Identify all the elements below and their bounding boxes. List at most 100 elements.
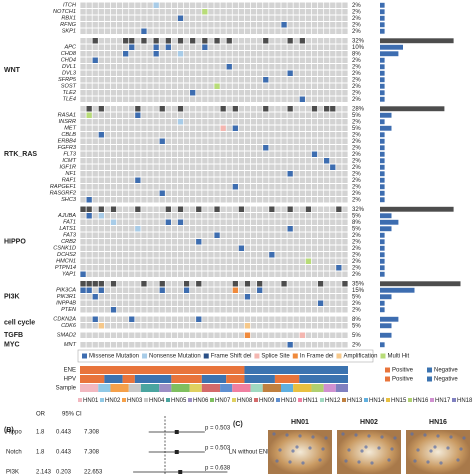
cell-bg <box>293 177 299 183</box>
cell-bg <box>104 245 111 251</box>
cell-bg <box>202 138 208 144</box>
cell-bg <box>287 184 293 190</box>
odds-ratio: 1.8 <box>36 450 45 456</box>
alteration <box>80 281 86 287</box>
cell-bg <box>293 64 299 70</box>
cell-bg <box>159 70 165 76</box>
cell-bg <box>116 294 123 300</box>
frequency-label: 2% <box>352 84 361 90</box>
cell-bg <box>293 132 299 138</box>
cell-bg <box>104 323 111 329</box>
alteration <box>177 206 184 212</box>
cell-bg <box>110 300 117 306</box>
cell-bg <box>177 44 184 50</box>
cell-bg <box>281 158 287 164</box>
cell-bg <box>342 213 348 219</box>
cell-bg <box>226 132 232 138</box>
cell-bg <box>269 90 275 96</box>
nucleus <box>324 436 328 440</box>
cell-bg <box>342 38 348 44</box>
cell-bg <box>269 96 275 102</box>
cell-bg <box>317 164 324 170</box>
cell-bg <box>250 2 257 8</box>
cell-bg <box>324 164 330 170</box>
cell-bg <box>141 77 147 83</box>
track-run <box>171 384 190 392</box>
cell-bg <box>147 77 153 83</box>
cell-bg <box>214 145 220 151</box>
cell-bg <box>165 281 171 287</box>
cell-bg <box>171 70 178 76</box>
cell-bg <box>324 323 330 329</box>
nucleus <box>278 448 282 452</box>
frequency-bar <box>380 44 403 50</box>
cell-bg <box>183 125 190 131</box>
cell-bg <box>305 77 312 83</box>
cell-bg <box>281 83 287 89</box>
cell-bg <box>269 28 275 34</box>
cell-bg <box>135 138 141 144</box>
frequency-bar <box>380 96 385 102</box>
cell-bg <box>324 22 330 28</box>
cell-bg <box>159 232 165 238</box>
cell-bg <box>110 294 117 300</box>
cell-bg <box>257 342 263 348</box>
cell-bg <box>116 252 123 258</box>
cell-bg <box>238 151 245 157</box>
cell-bg <box>214 271 220 277</box>
cell-bg <box>226 112 232 118</box>
cell-bg <box>342 125 348 131</box>
cell-bg <box>196 158 202 164</box>
cell-bg <box>141 145 147 151</box>
cell-bg <box>342 190 348 196</box>
cell-bg <box>214 265 220 271</box>
cell-bg <box>305 151 312 157</box>
alteration <box>226 64 232 70</box>
cell-bg <box>257 145 263 151</box>
cell-bg <box>226 51 232 57</box>
cell-bg <box>269 323 275 329</box>
cell-bg <box>110 197 117 203</box>
cell-bg <box>281 132 287 138</box>
cell-bg <box>183 271 190 277</box>
cell-bg <box>232 239 238 245</box>
cell-bg <box>153 90 159 96</box>
cell-bg <box>202 2 208 8</box>
cell-bg <box>220 245 226 251</box>
cell-bg <box>214 96 220 102</box>
cell-bg <box>129 219 135 225</box>
cell-bg <box>110 332 117 338</box>
cell-bg <box>342 342 348 348</box>
cell-bg <box>129 64 135 70</box>
cell-bg <box>171 51 178 57</box>
cell-bg <box>269 190 275 196</box>
cell-bg <box>226 316 232 322</box>
cell-bg <box>263 138 269 144</box>
nucleus <box>413 459 417 463</box>
cell-bg <box>98 245 104 251</box>
cell-bg <box>275 96 281 102</box>
cell-bg <box>342 2 348 8</box>
cell-bg <box>110 2 117 8</box>
track-run <box>189 384 202 392</box>
cell-bg <box>214 342 220 348</box>
frequency-label: 5% <box>352 213 361 219</box>
cell-bg <box>336 112 342 118</box>
cell-bg <box>116 96 123 102</box>
cell-bg <box>299 258 305 264</box>
cell-bg <box>116 171 123 177</box>
cell-bg <box>220 287 226 293</box>
cell-bg <box>86 2 92 8</box>
cell-bg <box>226 28 232 34</box>
cell-bg <box>238 184 245 190</box>
cell-bg <box>324 70 330 76</box>
cell-bg <box>342 106 348 112</box>
cell-bg <box>129 151 135 157</box>
cell-bg <box>324 132 330 138</box>
alteration <box>183 287 190 293</box>
alteration <box>110 219 117 225</box>
cell-bg <box>324 316 330 322</box>
cell-bg <box>80 213 86 219</box>
cell-bg <box>141 164 147 170</box>
